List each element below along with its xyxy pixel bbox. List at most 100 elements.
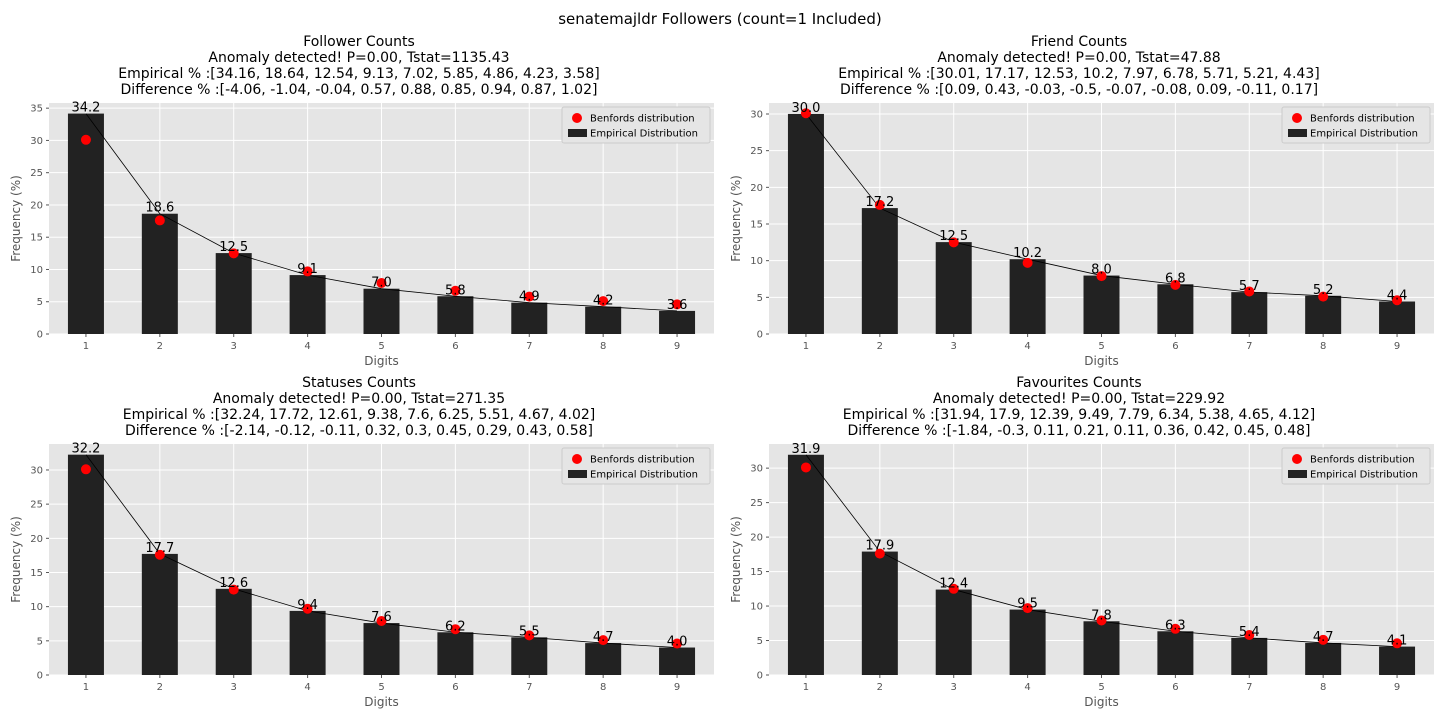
bar-value-label: 3.6 xyxy=(667,298,688,313)
benford-point xyxy=(874,548,885,559)
benford-point xyxy=(376,616,387,627)
benford-point xyxy=(1096,271,1107,282)
benford-point xyxy=(80,464,91,475)
bar-value-label: 10.2 xyxy=(1013,246,1042,261)
bar-value-label: 5.2 xyxy=(1313,283,1334,298)
legend-box xyxy=(1281,106,1431,144)
bar-value-label: 9.4 xyxy=(297,598,318,613)
chart-title-name: Follower Counts xyxy=(303,34,415,50)
bar-empirical xyxy=(289,275,326,334)
bar-value-label: 5.8 xyxy=(445,283,466,298)
y-tick-label: 25 xyxy=(30,500,43,511)
x-tick-label: 3 xyxy=(951,341,957,352)
chart-title-name: Statuses Counts xyxy=(302,375,416,391)
plot-area: 34.218.612.59.17.05.8 4.9 4.2 3.60510152025… xyxy=(9,101,714,368)
bar-empirical xyxy=(1157,631,1194,675)
x-tick-label: 5 xyxy=(1098,682,1104,693)
legend-box xyxy=(561,106,711,144)
benford-point xyxy=(1170,279,1181,290)
y-axis-label: Frequency (%) xyxy=(729,175,743,262)
bar-value-label: 12.4 xyxy=(939,577,968,592)
benford-point xyxy=(1244,630,1255,641)
benford-point xyxy=(1244,286,1255,297)
x-tick-label: 6 xyxy=(452,682,458,693)
chart-title-empirical: Empirical % :[31.94, 17.9, 12.39, 9.49, … xyxy=(842,407,1316,423)
benford-point xyxy=(948,237,959,248)
benford-point xyxy=(228,584,239,595)
bar-value-label: 4.4 xyxy=(1387,289,1408,304)
bar-value-label: 30.0 xyxy=(791,101,820,116)
benford-point xyxy=(874,199,885,210)
bar-empirical xyxy=(1231,637,1268,675)
bar-empirical xyxy=(511,637,548,675)
plot-area: 30.017.212.510.28.06.85.7 5.2 4.4051015202… xyxy=(729,101,1434,368)
x-axis-label: Digits xyxy=(364,354,398,368)
chart-title-name: Friend Counts xyxy=(1030,34,1128,50)
bar-empirical xyxy=(659,310,696,334)
bar-empirical xyxy=(935,242,972,334)
benford-point xyxy=(1392,638,1403,649)
bar-empirical xyxy=(363,288,400,334)
y-tick-label: 30 xyxy=(750,464,763,475)
bar-value-label: 4.0 xyxy=(667,635,688,650)
x-tick-label: 7 xyxy=(1246,341,1252,352)
bar-value-label: 4.7 xyxy=(593,630,614,645)
x-tick-label: 4 xyxy=(1024,341,1030,352)
bar-value-label: 9.5 xyxy=(1017,597,1038,612)
x-tick-label: 3 xyxy=(951,682,957,693)
x-axis-label: Digits xyxy=(364,695,398,709)
bar-value-label: 4.7 xyxy=(1313,630,1334,645)
legend-benford-marker xyxy=(1292,113,1302,123)
legend-empirical-label: Empirical Distribution xyxy=(1310,129,1418,140)
benford-point xyxy=(376,278,387,289)
y-tick-label: 20 xyxy=(30,200,43,211)
legend-benford-label: Benfords distribution xyxy=(590,114,695,125)
y-axis-label: Frequency (%) xyxy=(9,516,23,603)
benford-point xyxy=(1392,295,1403,306)
x-tick-label: 5 xyxy=(378,682,384,693)
benford-point xyxy=(948,583,959,594)
chart-follower-counts: Follower Counts Anomaly detected! P=0.00… xyxy=(0,34,718,384)
benford-point xyxy=(450,285,461,296)
bar-empirical xyxy=(1305,295,1342,334)
bar-empirical xyxy=(215,588,252,675)
x-tick-label: 2 xyxy=(157,682,163,693)
benford-point xyxy=(598,296,609,307)
y-tick-label: 15 xyxy=(30,233,43,244)
bar-empirical xyxy=(141,553,178,675)
bar-value-label: 8.0 xyxy=(1091,263,1112,278)
bar-value-label: 6.8 xyxy=(1165,271,1186,286)
chart-title-anomaly: Anomaly detected! P=0.00, Tstat=1135.43 xyxy=(208,50,510,66)
y-tick-label: 35 xyxy=(30,104,43,115)
bar-empirical xyxy=(585,306,622,334)
x-tick-label: 7 xyxy=(526,341,532,352)
x-tick-label: 6 xyxy=(1172,682,1178,693)
x-tick-label: 8 xyxy=(1320,341,1326,352)
empirical-trend-line xyxy=(85,113,678,312)
bar-empirical xyxy=(935,589,972,675)
x-tick-label: 3 xyxy=(231,341,237,352)
chart-title: Follower Counts Anomaly detected! P=0.00… xyxy=(0,34,718,98)
x-tick-label: 3 xyxy=(231,682,237,693)
y-tick-label: 0 xyxy=(757,330,763,341)
legend-empirical-label: Empirical Distribution xyxy=(590,470,698,481)
chart-title-empirical: Empirical % :[30.01, 17.17, 12.53, 10.2,… xyxy=(838,66,1320,82)
chart-title-difference: Difference % :[-4.06, -1.04, -0.04, 0.57… xyxy=(120,82,598,98)
bar-value-label: 4.2 xyxy=(593,294,614,309)
benford-point xyxy=(672,299,683,310)
benford-point xyxy=(1318,634,1329,645)
benford-point xyxy=(1170,623,1181,634)
bar-value-label: 7.8 xyxy=(1091,608,1112,623)
y-tick-label: 30 xyxy=(30,136,43,147)
legend-empirical-label: Empirical Distribution xyxy=(590,129,698,140)
benford-point xyxy=(80,134,91,145)
benford-point xyxy=(302,266,313,277)
x-axis-label: Digits xyxy=(1084,354,1118,368)
bar-value-label: 7.6 xyxy=(371,610,392,625)
bar-value-label: 6.3 xyxy=(1165,618,1186,633)
x-tick-label: 4 xyxy=(304,341,310,352)
legend-benford-label: Benfords distribution xyxy=(1310,114,1415,125)
x-tick-label: 1 xyxy=(803,341,809,352)
bar-empirical xyxy=(437,632,474,675)
bar-empirical xyxy=(215,253,252,334)
